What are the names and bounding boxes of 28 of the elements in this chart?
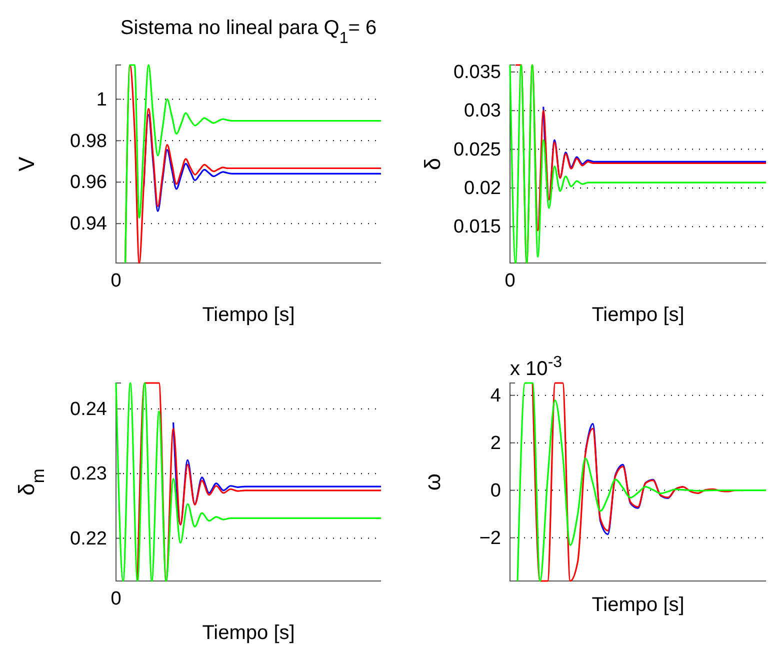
x-axis-title: Tiempo [s] <box>592 594 684 616</box>
x-axis-title: Tiempo [s] <box>202 622 295 644</box>
y-axis-title: ω <box>420 473 445 491</box>
y-tick-label: 1 <box>96 89 107 110</box>
y-axis-title: V <box>14 156 39 172</box>
y-tick-label: 4 <box>490 385 502 406</box>
text: x 10$^{-3}$ <box>510 354 562 380</box>
y-tick-label: 0.23 <box>70 464 107 485</box>
y-tick-label: 0.015 <box>453 216 501 238</box>
line-series <box>124 64 382 264</box>
x-axis-title: Tiempo [s] <box>592 304 684 326</box>
y-tick-label: −2 <box>479 528 501 549</box>
y-tick-label: 0.98 <box>70 130 107 152</box>
y-tick-label: 0.96 <box>70 172 107 194</box>
y-tick-label: 0.03 <box>464 100 501 122</box>
y-tick-label: 2 <box>490 432 501 454</box>
x-axis-title: Tiempo [s] <box>202 304 295 326</box>
y-tick-label: 0.035 <box>453 62 501 84</box>
y-axis-title: δ <box>420 158 445 170</box>
chart-title: Sistema no lineal para Q$_{1}$= 6 <box>120 17 377 46</box>
line-series <box>172 422 382 526</box>
y-tick-label: 0.025 <box>453 139 501 160</box>
line-series <box>143 114 382 212</box>
y-tick-label: 0.02 <box>464 178 501 200</box>
y-tick-label: 0.94 <box>70 214 108 235</box>
y-tick-label: 0.22 <box>70 528 107 550</box>
y-tick-label: 0.24 <box>70 398 108 420</box>
y-tick-label: 0 <box>490 480 501 502</box>
